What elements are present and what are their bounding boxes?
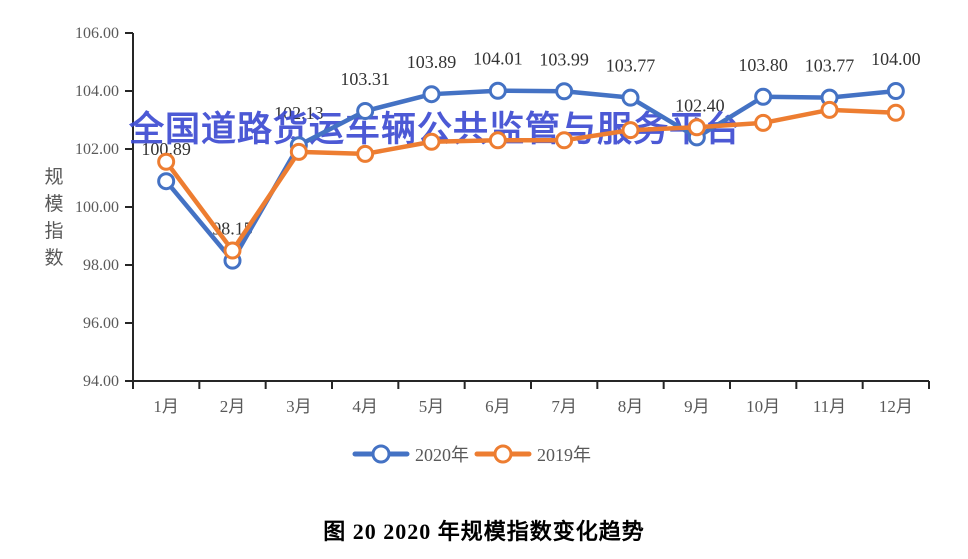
- y-axis-title-char: 模: [44, 193, 63, 215]
- data-point-marker-2019年: [555, 131, 574, 150]
- data-point-marker-2019年: [422, 132, 441, 151]
- x-tick-label: 4月: [352, 397, 378, 416]
- data-point-marker-2019年: [356, 144, 375, 163]
- data-point-marker-2019年: [289, 142, 308, 161]
- data-point-marker-2019年: [621, 121, 640, 140]
- y-tick-label: 102.00: [75, 141, 119, 158]
- x-tick-label: 8月: [618, 397, 644, 416]
- x-tick-label: 6月: [485, 397, 511, 416]
- x-tick-label: 11月: [813, 397, 846, 416]
- x-tick-label: 7月: [551, 397, 577, 416]
- x-tick-label: 1月: [153, 397, 179, 416]
- y-tick-label: 96.00: [83, 315, 119, 332]
- series-line-2019年: [163, 107, 899, 253]
- y-tick-label: 100.00: [75, 199, 119, 216]
- data-point-marker-2019年: [820, 100, 839, 119]
- data-label-2020: 103.89: [407, 52, 457, 72]
- data-label-2020: 104.00: [871, 49, 921, 69]
- legend-label: 2019年: [537, 445, 591, 465]
- y-tick-label: 106.00: [75, 25, 119, 42]
- y-tick-label: 104.00: [75, 83, 119, 100]
- data-point-marker-2020年: [621, 88, 640, 107]
- data-label-2020: 103.99: [539, 49, 589, 69]
- x-tick-label: 10月: [746, 397, 780, 416]
- data-point-marker-2020年: [886, 82, 905, 100]
- data-point-marker-2020年: [555, 82, 574, 101]
- data-point-marker-2019年: [488, 131, 507, 150]
- y-tick-label: 94.00: [83, 373, 119, 390]
- x-tick-label: 2月: [220, 397, 246, 416]
- data-point-marker-2020年: [422, 85, 441, 104]
- figure-caption: 图 20 2020 年规模指数变化趋势: [323, 519, 645, 544]
- x-tick-label: 9月: [684, 397, 710, 416]
- x-tick-label: 3月: [286, 397, 312, 416]
- y-axis-title-char: 规: [44, 166, 63, 188]
- data-label-2020: 103.80: [738, 55, 788, 75]
- data-point-marker-2019年: [754, 113, 773, 132]
- y-tick-label: 98.00: [83, 257, 119, 274]
- y-axis-title-char: 指: [44, 220, 63, 242]
- data-point-marker-2019年: [687, 118, 706, 137]
- data-point-marker-2019年: [157, 152, 176, 171]
- data-label-2020: 103.31: [340, 69, 390, 89]
- legend-circle-marker: [371, 444, 391, 464]
- data-point-marker-2019年: [886, 103, 905, 122]
- data-label-2020: 103.77: [606, 56, 656, 76]
- x-tick-label: 12月: [879, 397, 913, 416]
- data-point-marker-2020年: [356, 102, 375, 121]
- x-tick-label: 5月: [419, 397, 445, 416]
- data-point-marker-2020年: [488, 81, 507, 100]
- data-point-marker-2019年: [223, 241, 242, 260]
- data-label-2020: 102.40: [675, 95, 725, 115]
- y-axis-title-char: 数: [44, 247, 63, 269]
- data-label-2020: 103.77: [805, 56, 855, 76]
- legend-label: 2020年: [415, 445, 469, 465]
- data-point-marker-2020年: [157, 172, 176, 191]
- scale-index-line-chart: 94.00 96.00 98.00 100.00 102.00 104.00 106.00 1…: [44, 25, 930, 465]
- data-label-2020: 102.13: [274, 103, 324, 123]
- data-point-marker-2020年: [754, 87, 773, 106]
- legend-circle-marker: [493, 444, 513, 464]
- data-label-2020: 104.01: [473, 49, 523, 69]
- data-label-2020: 100.89: [141, 139, 191, 159]
